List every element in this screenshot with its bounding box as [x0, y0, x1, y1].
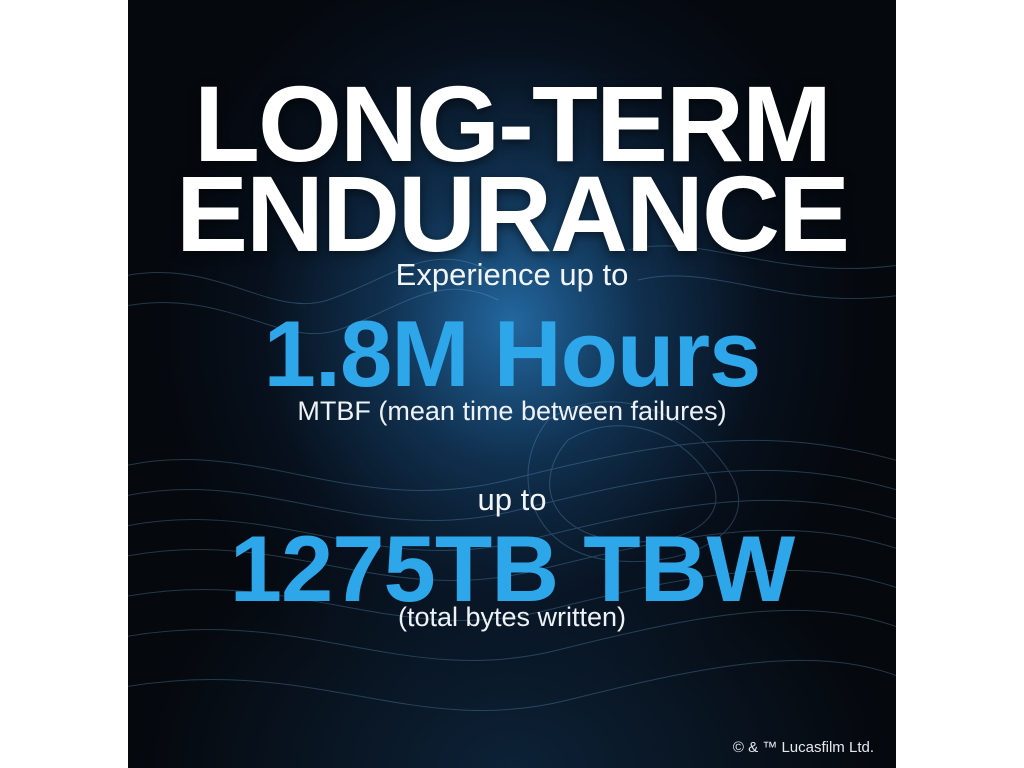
copyright-notice: © & ™ Lucasfilm Ltd. [732, 739, 874, 756]
topographic-texture [128, 245, 896, 711]
mtbf-intro: Experience up to [395, 257, 629, 292]
mtbf-value: 1.8M Hours [263, 301, 762, 406]
headline-line-2: ENDURANCE [175, 153, 850, 274]
mtbf-caption: MTBF (mean time between failures) [297, 396, 727, 426]
tbw-intro: up to [477, 482, 547, 517]
endurance-poster: LONG-TERM ENDURANCE Experience up to 1.8… [128, 0, 896, 768]
headline-line-1: LONG-TERM [194, 63, 832, 184]
tbw-caption: (total bytes written) [397, 602, 627, 632]
tbw-value: 1275TB TBW [229, 516, 796, 621]
